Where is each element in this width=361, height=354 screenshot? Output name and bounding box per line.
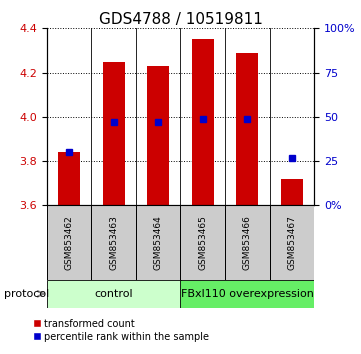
Text: GSM853463: GSM853463: [109, 215, 118, 270]
Text: GSM853464: GSM853464: [154, 215, 163, 270]
Bar: [91, 205, 136, 280]
Text: protocol: protocol: [4, 289, 49, 299]
Text: GSM853466: GSM853466: [243, 215, 252, 270]
Text: control: control: [95, 289, 133, 299]
Title: GDS4788 / 10519811: GDS4788 / 10519811: [99, 12, 262, 27]
Bar: [47, 280, 180, 308]
Bar: [180, 280, 314, 308]
Bar: [270, 205, 314, 280]
Bar: [180, 205, 225, 280]
Bar: [225, 205, 270, 280]
Bar: [147, 66, 169, 205]
Bar: [103, 62, 125, 205]
Text: GSM853467: GSM853467: [287, 215, 296, 270]
Legend: transformed count, percentile rank within the sample: transformed count, percentile rank withi…: [30, 315, 213, 346]
Bar: [192, 39, 214, 205]
Text: GSM853462: GSM853462: [65, 215, 74, 270]
Bar: [280, 179, 303, 205]
Bar: [236, 53, 258, 205]
Bar: [58, 152, 80, 205]
Text: FBxl110 overexpression: FBxl110 overexpression: [181, 289, 314, 299]
Bar: [136, 205, 180, 280]
Bar: [47, 205, 91, 280]
Text: GSM853465: GSM853465: [198, 215, 207, 270]
